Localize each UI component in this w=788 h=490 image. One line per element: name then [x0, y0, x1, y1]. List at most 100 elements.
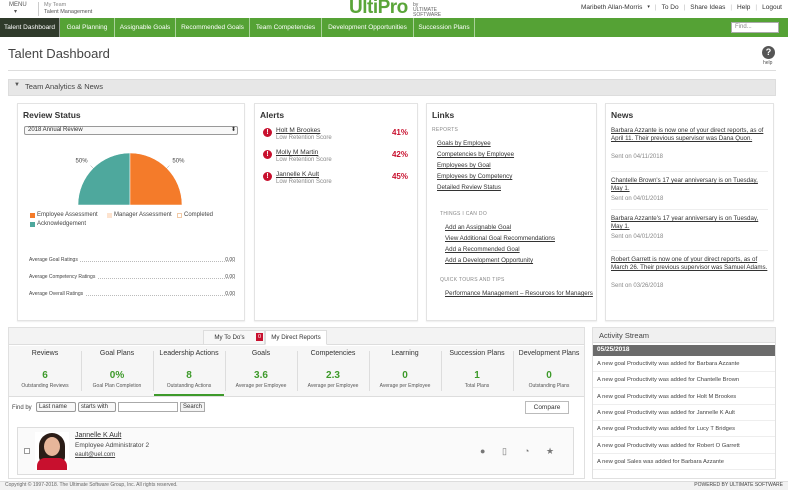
find-input[interactable] [118, 402, 178, 412]
report-tab[interactable]: My To Do's [203, 330, 265, 345]
links-heading: QUICK TOURS AND TIPS [440, 277, 505, 283]
nav-tab[interactable]: Talent Dashboard [0, 18, 60, 37]
legend-swatch [30, 213, 35, 218]
link[interactable]: Goals by Employee [437, 140, 491, 147]
header-link[interactable]: To Do [661, 4, 679, 11]
find-field[interactable]: Last name [36, 402, 76, 412]
news-text[interactable]: Barbara Azzante is now one of your direc… [611, 127, 764, 142]
activity-divider [593, 419, 775, 421]
section-bar [8, 79, 776, 96]
document-icon[interactable]: ▯ [502, 446, 507, 456]
legend-swatch [30, 222, 35, 227]
stat-title[interactable]: Development Plans [518, 350, 580, 357]
header-link[interactable]: Share Ideas [690, 4, 726, 11]
nav-search[interactable]: Find... [731, 22, 779, 33]
user-name[interactable]: Maribeth Allan-Morris [580, 4, 643, 11]
stat-value: 0% [109, 370, 125, 381]
news-divider [611, 171, 768, 172]
chat-icon[interactable]: ◔ [524, 446, 530, 456]
employee-checkbox[interactable] [24, 448, 30, 454]
pie-leader [90, 165, 94, 169]
panel-title: Links [432, 110, 455, 120]
panel [605, 103, 774, 321]
search-button[interactable]: Search [180, 402, 205, 412]
activity-header [593, 328, 775, 343]
news-date: Sent on 04/01/2018 [611, 234, 664, 240]
employee-email[interactable]: eault@uel.com [75, 452, 116, 458]
nav-tab[interactable]: Team Competencies [250, 18, 322, 37]
legend-label: Manager Assessment [114, 212, 172, 218]
help-label: help [763, 60, 773, 66]
panel [426, 103, 597, 321]
panel-title: Alerts [260, 110, 285, 120]
help-icon[interactable]: ? [762, 46, 775, 59]
person-icon[interactable]: ● [480, 446, 486, 456]
stat-value: 1 [474, 370, 480, 381]
compare-button[interactable]: Compare [525, 401, 569, 414]
alert-name[interactable]: Jannelle K Ault [276, 171, 320, 178]
link[interactable]: Add a Development Opportunity [445, 257, 534, 264]
header-link[interactable]: Help [737, 4, 751, 11]
star-icon[interactable]: ★ [546, 446, 555, 456]
pie-leader [166, 165, 170, 169]
link[interactable]: View Additional Goal Recommendations [445, 235, 555, 242]
alert-name[interactable]: Holt M Brookes [276, 127, 321, 134]
pie-chart: 50% 50% [76, 152, 185, 206]
nav-tab[interactable]: Assignable Goals [115, 18, 176, 37]
pie-label: 50% [76, 159, 89, 165]
stats-divider [153, 351, 154, 391]
stat-title[interactable]: Goals [251, 350, 271, 357]
stat-title[interactable]: Goal Plans [99, 350, 135, 357]
link[interactable]: Add an Assignable Goal [445, 224, 512, 231]
menu-label[interactable]: MENU [9, 2, 27, 8]
link[interactable]: Competencies by Employee [437, 151, 515, 158]
stat-label: Outstanding Plans [528, 383, 570, 389]
rating-label: Average Competency Ratings [29, 274, 98, 280]
stat-value: 0 [402, 370, 408, 381]
alert-name[interactable]: Molly M Martin [276, 149, 319, 156]
link[interactable]: Detailed Review Status [437, 184, 501, 191]
news-text[interactable]: Chantelle Brown's 17 year anniversary is… [611, 177, 758, 192]
stat-label: Average per Employee [307, 383, 359, 389]
stat-value: 2.3 [326, 370, 340, 381]
nav-tab[interactable]: Recommended Goals [176, 18, 250, 37]
link[interactable]: Employees by Competency [437, 173, 513, 180]
select-box[interactable]: 2018 Annual Review [24, 126, 238, 135]
news-text[interactable]: Barbara Azzante's 17 year anniversary is… [611, 215, 759, 230]
activity-divider [593, 403, 775, 405]
nav-tab[interactable]: Succession Plans [414, 18, 475, 37]
menu-caret: ▾ [14, 9, 18, 15]
stat-title[interactable]: Leadership Actions [159, 350, 219, 357]
links-heading: REPORTS [432, 127, 459, 133]
link[interactable]: Employees by Goal [437, 162, 491, 169]
stat-title[interactable]: Reviews [31, 350, 59, 357]
link[interactable]: Performance Management – Resources for M… [445, 290, 593, 297]
stat-title[interactable]: Learning [391, 350, 419, 357]
separator: | [755, 4, 758, 11]
todo-badge: 0 [256, 333, 263, 341]
stat-label: Average per Employee [379, 383, 431, 389]
header-link[interactable]: Logout [762, 4, 782, 11]
header-divider [38, 2, 39, 16]
panel-title: News [611, 110, 634, 120]
employee-shirt [37, 458, 67, 470]
stat-active-bar [154, 394, 224, 396]
employee-name[interactable]: Jannelle K Ault [75, 432, 122, 439]
pie-label: 50% [172, 159, 185, 165]
pie-slice [77, 152, 131, 206]
stat-label: Outstanding Actions [166, 383, 212, 389]
find-operator[interactable]: starts with [78, 402, 116, 412]
stat-label: Average per Employee [235, 383, 287, 389]
report-tab[interactable]: My Direct Reports [265, 330, 327, 345]
stat-title[interactable]: Succession Plans [449, 350, 505, 357]
alert-value: 45% [391, 172, 408, 181]
nav-tab[interactable]: Development Opportunities [322, 18, 414, 37]
stats-divider [81, 351, 82, 391]
legend-swatch [107, 213, 112, 218]
legend-swatch [177, 213, 182, 218]
breadcrumb-current: Talent Management [44, 9, 93, 15]
link[interactable]: Add a Recommended Goal [445, 246, 520, 253]
news-text[interactable]: Robert Garrett is now one of your direct… [611, 256, 768, 271]
stat-title[interactable]: Competencies [310, 350, 356, 357]
nav-tab[interactable]: Goal Planning [60, 18, 115, 37]
